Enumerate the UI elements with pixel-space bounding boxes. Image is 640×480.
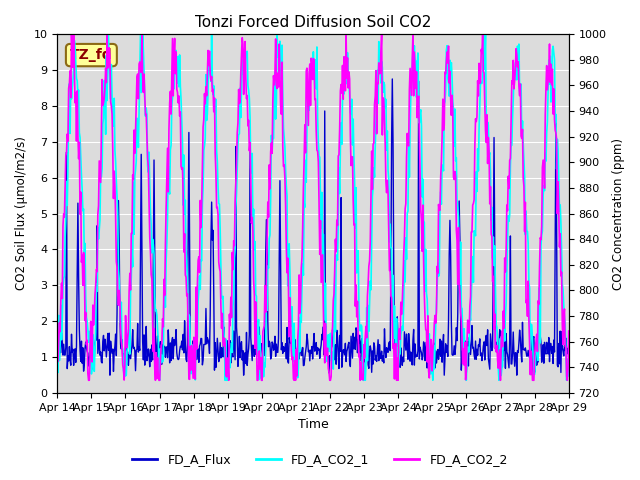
Text: TZ_fd: TZ_fd — [70, 48, 113, 62]
X-axis label: Time: Time — [298, 419, 328, 432]
Y-axis label: CO2 Concentration (ppm): CO2 Concentration (ppm) — [612, 138, 625, 289]
Legend: FD_A_Flux, FD_A_CO2_1, FD_A_CO2_2: FD_A_Flux, FD_A_CO2_1, FD_A_CO2_2 — [127, 448, 513, 471]
Title: Tonzi Forced Diffusion Soil CO2: Tonzi Forced Diffusion Soil CO2 — [195, 15, 431, 30]
Y-axis label: CO2 Soil Flux (μmol/m2/s): CO2 Soil Flux (μmol/m2/s) — [15, 137, 28, 290]
